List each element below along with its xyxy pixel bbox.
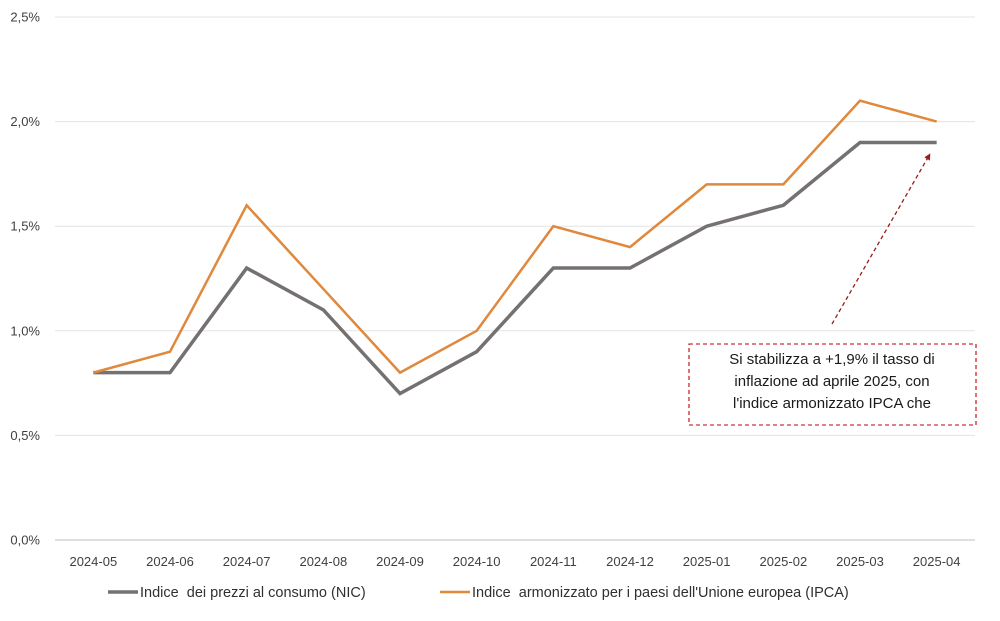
x-tick-label: 2025-03: [836, 554, 884, 569]
y-tick-label: 0,0%: [10, 533, 40, 548]
annotation-text-line: inflazione ad aprile 2025, con: [734, 373, 929, 390]
x-tick-label: 2024-08: [299, 554, 347, 569]
x-tick-label: 2024-09: [376, 554, 424, 569]
annotation-text-line: l'indice armonizzato IPCA che: [733, 395, 931, 412]
series-line: [93, 140, 937, 396]
legend-label: Indice armonizzato per i paesi dell'Unio…: [472, 585, 849, 601]
annotation-text-line: Si stabilizza a +1,9% il tasso di: [729, 351, 935, 368]
annotation-arrow: [831, 153, 931, 325]
series-line: [93, 99, 937, 375]
x-tick-label: 2024-10: [453, 554, 501, 569]
x-tick-label: 2025-01: [683, 554, 731, 569]
x-tick-label: 2025-02: [759, 554, 807, 569]
y-tick-label: 1,5%: [10, 219, 40, 234]
x-tick-label: 2024-12: [606, 554, 654, 569]
y-tick-label: 2,5%: [10, 10, 40, 25]
legend-label: Indice dei prezzi al consumo (NIC): [140, 585, 366, 601]
x-tick-label: 2024-11: [530, 554, 577, 569]
x-tick-label: 2024-05: [69, 554, 117, 569]
x-tick-label: 2024-07: [223, 554, 271, 569]
y-tick-label: 0,5%: [10, 428, 40, 443]
y-tick-label: 1,0%: [10, 323, 40, 338]
x-tick-label: 2024-06: [146, 554, 194, 569]
x-tick-label: 2025-04: [913, 554, 961, 569]
annotation-box: [688, 343, 977, 426]
y-tick-label: 2,0%: [10, 114, 40, 129]
